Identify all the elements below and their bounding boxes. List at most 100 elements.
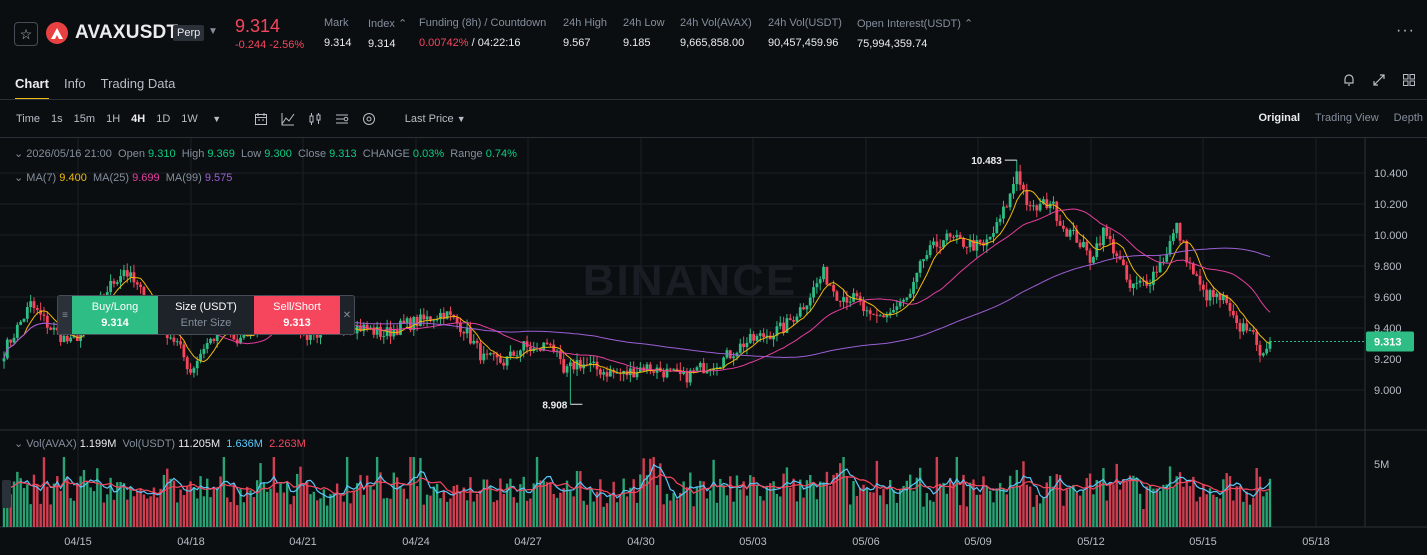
volume-bar (112, 499, 116, 527)
volume-bar (509, 478, 512, 527)
candle-body (588, 362, 592, 365)
volume-bar (749, 475, 752, 527)
layout-grid-icon[interactable] (1401, 72, 1417, 88)
candle-body (938, 246, 942, 248)
volume-bar (529, 498, 532, 527)
chart-settings-icon[interactable] (334, 111, 350, 127)
volume-bar (958, 505, 962, 527)
sell-short-button[interactable]: Sell/Short 9.313 (254, 296, 340, 334)
volume-bar (1218, 498, 1222, 527)
drag-handle-icon[interactable]: ≡ (58, 296, 72, 334)
interval-1h[interactable]: 1H (106, 113, 121, 125)
volume-bar (1138, 493, 1142, 527)
volume-bar (469, 477, 472, 527)
volume-bar (732, 501, 735, 527)
candle-body (1241, 323, 1245, 332)
candle-body (482, 353, 486, 361)
volume-bar (832, 474, 835, 527)
candle-body (912, 281, 915, 294)
volume-bar (962, 474, 965, 527)
calendar-icon[interactable] (253, 111, 269, 127)
interval-1w[interactable]: 1W (181, 113, 198, 125)
interval-15m[interactable]: 15m (73, 113, 96, 125)
stat-mark: Mark 9.314 (324, 17, 352, 49)
candle-body (1122, 259, 1125, 266)
volume-bar (119, 481, 122, 527)
volume-bar (86, 482, 89, 527)
candle-body (828, 284, 832, 286)
view-trading-view[interactable]: Trading View (1315, 112, 1379, 124)
view-depth[interactable]: Depth (1393, 112, 1423, 124)
volume-bar (1095, 479, 1098, 527)
volume-bar (106, 494, 109, 527)
volume-bar (1115, 463, 1118, 527)
candle-body (22, 318, 26, 322)
volume-bar (829, 486, 832, 527)
indicators-icon[interactable] (361, 111, 377, 127)
candle-body (382, 335, 386, 337)
price-type-dropdown[interactable]: Last Price ▼ (405, 113, 466, 125)
candle-body (648, 364, 652, 372)
interval-4h[interactable]: 4H (131, 113, 146, 125)
volume-bar (495, 500, 499, 527)
ma-legend-chevron-icon[interactable]: ⌄ (14, 172, 24, 184)
volume-bar (565, 480, 569, 527)
volume-bar (699, 480, 702, 527)
candle-body (1028, 205, 1032, 207)
bell-icon[interactable] (1341, 72, 1357, 88)
volume-bar (972, 479, 975, 527)
candle-body (808, 297, 812, 306)
candle-body (1221, 294, 1225, 301)
expand-icon[interactable] (1371, 72, 1387, 88)
interval-1d[interactable]: 1D (156, 113, 171, 125)
candle-body (635, 372, 639, 378)
volume-legend-chevron-icon[interactable]: ⌄ (14, 438, 24, 450)
stat-open-interest[interactable]: Open Interest(USDT) ⌃ 75,994,359.74 (857, 18, 974, 50)
interval-1s[interactable]: 1s (51, 113, 63, 125)
volume-bar (1098, 481, 1102, 527)
tab-trading-data[interactable]: Trading Data (100, 76, 176, 91)
volume-bar (295, 473, 299, 527)
buy-long-button[interactable]: Buy/Long 9.314 (72, 296, 158, 334)
favorite-star-icon[interactable]: ☆ (14, 22, 38, 46)
symbol-name[interactable]: AVAXUSDT (75, 22, 179, 43)
volume-bar (845, 476, 849, 527)
view-original[interactable]: Original (1258, 112, 1301, 124)
legend-collapse-chevron-icon[interactable]: ⌄ (14, 148, 24, 160)
candle-body (698, 363, 702, 368)
candle-body (125, 270, 129, 277)
volume-bar (362, 494, 366, 527)
volume-bar (46, 486, 49, 527)
candle-body (745, 342, 749, 348)
volume-bar (1052, 486, 1055, 527)
tab-chart[interactable]: Chart (15, 76, 49, 100)
volume-bar (672, 492, 675, 527)
candle-body (172, 337, 176, 342)
tab-info[interactable]: Info (63, 76, 86, 91)
candle-body (548, 344, 552, 346)
chart-header-icons (1341, 72, 1417, 88)
candle-body (1038, 203, 1042, 211)
stat-index[interactable]: Index ⌃ 9.314 (368, 18, 408, 50)
candle-body (1005, 206, 1009, 208)
symbol-dropdown-chevron-down-icon[interactable]: ▼ (208, 26, 218, 37)
volume-bar (39, 503, 42, 527)
volume-bar (92, 491, 96, 527)
volume-bar (635, 502, 639, 527)
candle-body (49, 327, 53, 330)
more-options-icon[interactable]: ··· (1396, 22, 1415, 39)
size-input[interactable]: Size (USDT) Enter Size (158, 296, 254, 334)
drawing-tools-icon[interactable] (280, 111, 296, 127)
volume-bar (22, 488, 26, 527)
candle-body (652, 371, 656, 373)
time-label[interactable]: Time (16, 113, 41, 125)
interval-dropdown-chevron-down-icon[interactable]: ▼ (212, 114, 222, 124)
candlestick-chart[interactable]: BINANCE 10.483 8.908 10.400 10.200 10.000 9.… (0, 138, 1427, 555)
candle-body (392, 329, 396, 337)
volume-bar (392, 472, 395, 527)
candle-type-icon[interactable] (307, 111, 323, 127)
candle-body (1085, 241, 1089, 251)
close-icon[interactable]: ✕ (340, 296, 354, 334)
candle-body (1015, 171, 1019, 184)
legend-ma99: 9.575 (204, 172, 233, 184)
